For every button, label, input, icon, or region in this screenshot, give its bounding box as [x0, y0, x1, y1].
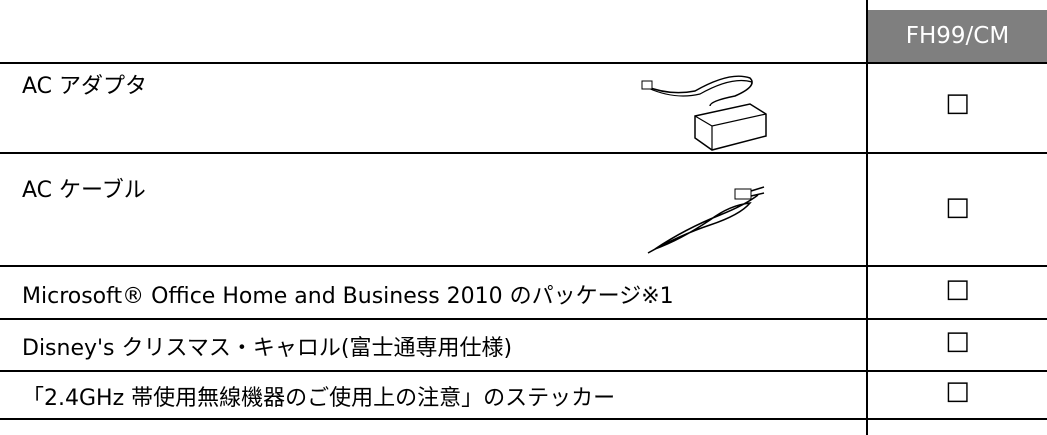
column-header: FH99/CM	[868, 10, 1047, 62]
checkbox: □	[945, 326, 970, 356]
checkbox: □	[945, 376, 970, 406]
checkbox: □	[945, 274, 970, 304]
row-line	[0, 62, 1047, 64]
row-line	[0, 152, 1047, 154]
row-line	[0, 370, 1047, 372]
row-label: AC ケーブル	[22, 178, 146, 203]
row-label: Disney's クリスマス・キャロル(富士通専用仕様)	[22, 336, 513, 361]
row-label: Microsoft® Office Home and Business 2010…	[22, 284, 674, 309]
checkbox: □	[945, 192, 970, 222]
column-divider	[866, 0, 868, 435]
cable-illustration	[647, 186, 765, 254]
row-label: AC アダプタ	[22, 74, 148, 99]
row-line	[0, 265, 1047, 267]
row-line	[0, 318, 1047, 320]
checkbox: □	[945, 88, 970, 118]
row-label: 「2.4GHz 帯使用無線機器のご使用上の注意」のステッカー	[22, 386, 616, 411]
adapter-illustration	[641, 75, 767, 151]
row-line	[0, 418, 1047, 420]
